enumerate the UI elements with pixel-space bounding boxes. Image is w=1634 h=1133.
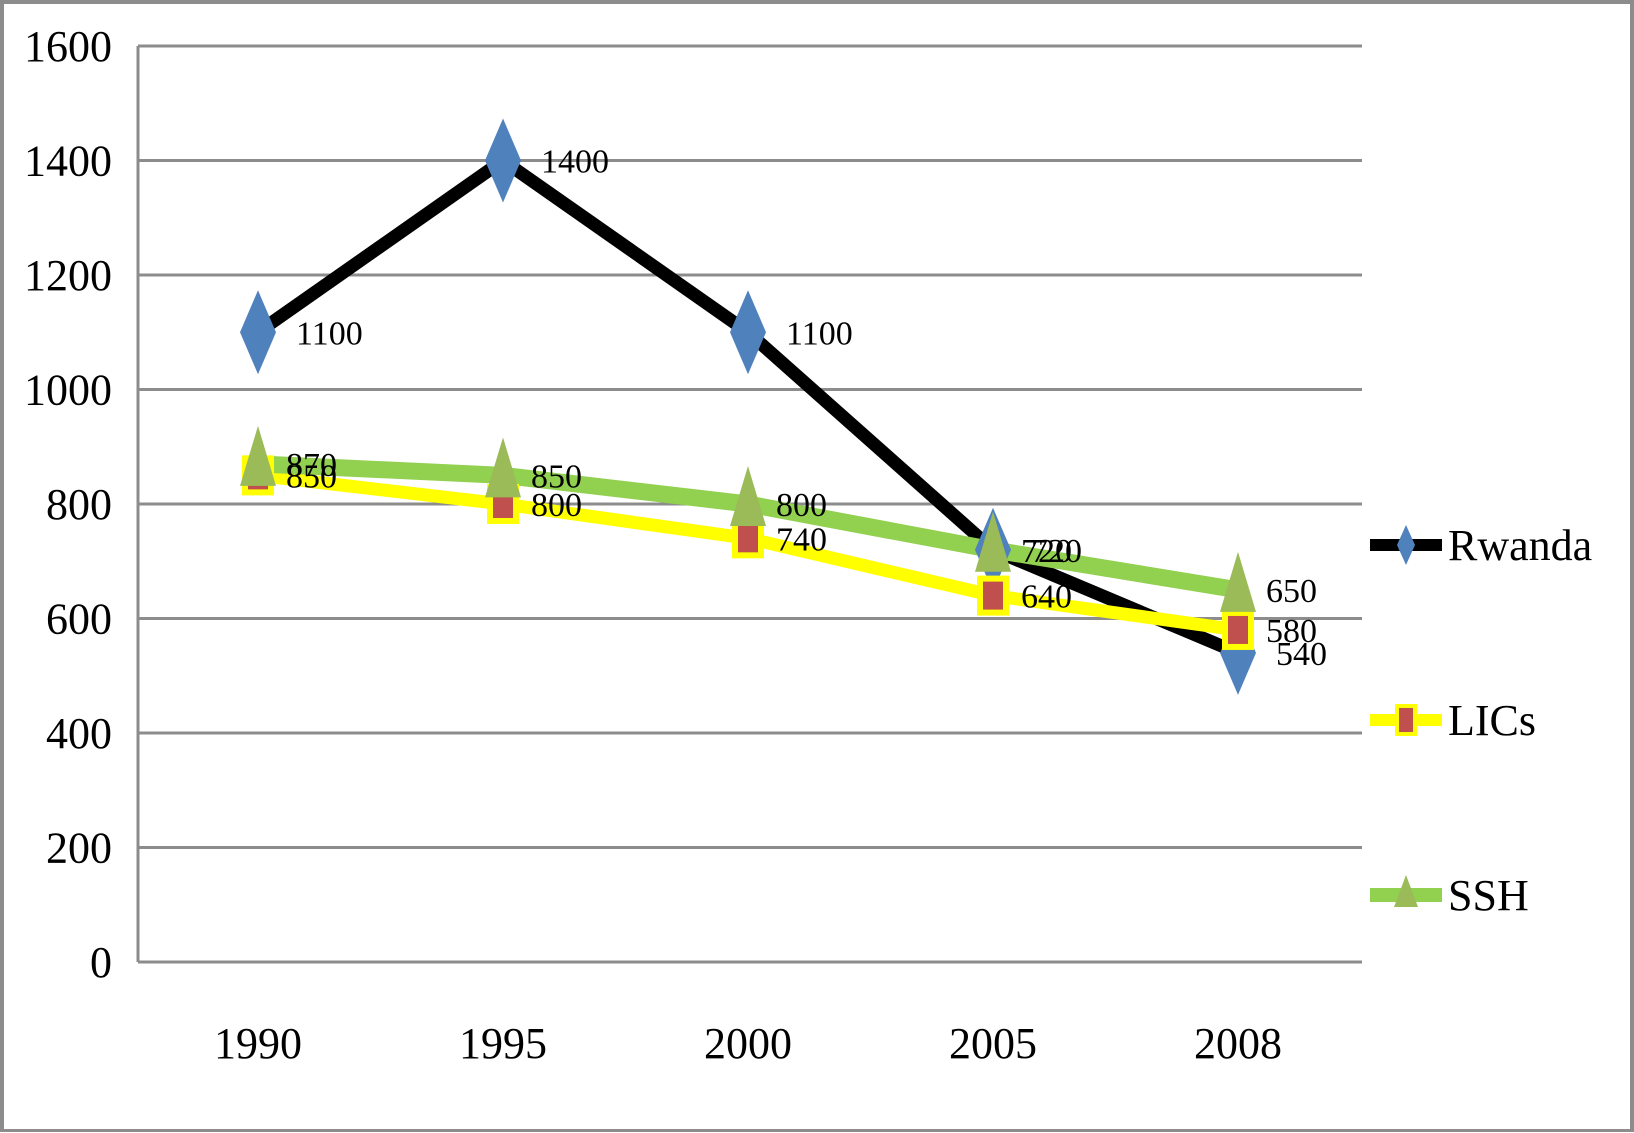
y-tick-label-1600: 1600: [24, 22, 112, 71]
y-tick-label-600: 600: [46, 595, 112, 644]
data-label-lics-1990: 850: [286, 458, 337, 495]
series-lines: [249, 154, 1247, 660]
x-tick-label-1990: 1990: [214, 1019, 302, 1068]
series-line-rwanda: [251, 154, 1245, 660]
legend-label-ssh: SSH: [1448, 871, 1529, 920]
data-label-lics-2005: 640: [1021, 579, 1072, 616]
marker-rwanda-1990: [240, 290, 276, 375]
marker-ssh-2008: [1220, 551, 1256, 612]
marker-rwanda-2000: [730, 290, 766, 375]
data-label-ssh-1995: 850: [531, 458, 582, 495]
marker-ssh-2005: [975, 511, 1011, 572]
data-label-rwanda-1995: 1400: [541, 144, 609, 181]
marker-lics-2005: [977, 575, 1009, 616]
y-axis-ticks: 0 200 400 600 800 1000 1200 1400 1600: [24, 22, 112, 987]
y-tick-label-0: 0: [90, 938, 112, 987]
x-axis-ticks: 1990 1995 2000 2005 2008: [214, 1019, 1282, 1068]
data-label-rwanda-1990: 1100: [296, 315, 363, 352]
legend-marker-ssh: [1394, 875, 1418, 907]
y-tick-label-1000: 1000: [24, 366, 112, 415]
marker-rwanda-1995: [485, 118, 521, 203]
x-tick-label-2000: 2000: [704, 1019, 792, 1068]
data-label-rwanda-2008: 540: [1276, 636, 1327, 673]
marker-ssh-1990: [240, 425, 276, 486]
marker-lics-2000: [732, 518, 764, 559]
data-label-rwanda-2000: 1100: [786, 315, 853, 352]
legend-label-lics: LICs: [1448, 696, 1536, 745]
data-label-lics-2008: 580: [1266, 613, 1317, 650]
y-tick-label-400: 400: [46, 709, 112, 758]
y-tick-label-800: 800: [46, 480, 112, 529]
axes: [136, 46, 1362, 964]
data-label-ssh-2000: 800: [776, 487, 827, 524]
legend-item-ssh: SSH: [1370, 871, 1529, 920]
series-markers: [240, 118, 1256, 695]
marker-lics-2008: [1222, 609, 1254, 650]
marker-ssh-1995: [485, 437, 521, 498]
legend-item-rwanda: Rwanda: [1370, 521, 1592, 570]
legend-label-rwanda: Rwanda: [1448, 521, 1592, 570]
y-tick-label-1200: 1200: [24, 251, 112, 300]
data-label-ssh-1990: 870: [286, 447, 337, 484]
data-label-lics-1995: 800: [531, 487, 582, 524]
gridlines: [138, 44, 1362, 849]
x-tick-label-1995: 1995: [459, 1019, 547, 1068]
y-tick-label-200: 200: [46, 824, 112, 873]
legend-marker-lics: [1395, 704, 1417, 736]
data-label-rwanda-2005: 720: [1031, 533, 1082, 570]
data-label-lics-2000: 740: [776, 521, 827, 558]
marker-ssh-2000: [730, 466, 766, 526]
data-label-ssh-2008: 650: [1266, 573, 1317, 610]
x-tick-label-2005: 2005: [949, 1019, 1037, 1068]
legend: Rwanda LICs SSH: [1370, 521, 1592, 920]
data-label-ssh-2005: 720: [1021, 533, 1072, 570]
legend-item-lics: LICs: [1370, 696, 1536, 745]
y-tick-label-1400: 1400: [24, 137, 112, 186]
x-tick-label-2008: 2008: [1194, 1019, 1282, 1068]
legend-marker-rwanda: [1397, 525, 1415, 565]
